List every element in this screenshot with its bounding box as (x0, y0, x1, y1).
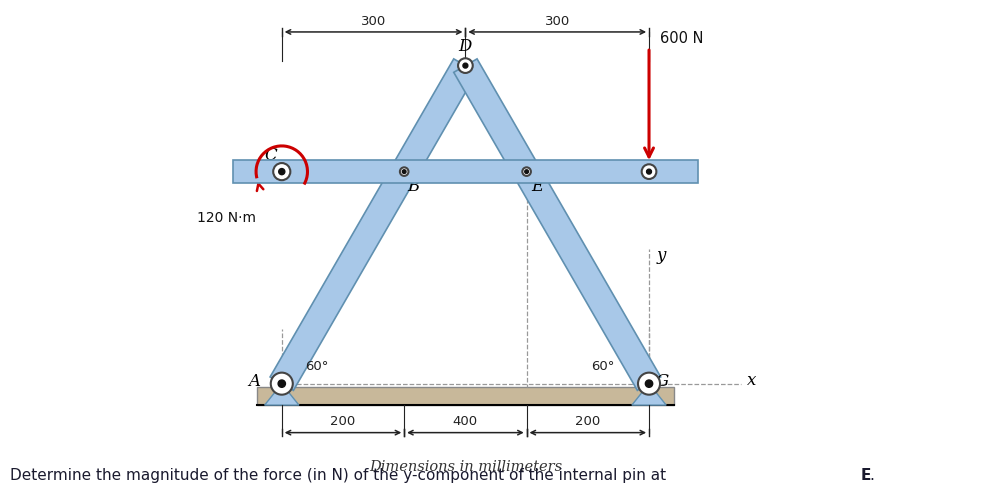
Circle shape (647, 169, 652, 174)
Text: 300: 300 (545, 14, 569, 27)
Text: 60°: 60° (591, 360, 614, 373)
Polygon shape (632, 383, 667, 405)
Bar (257, 387, 674, 405)
Circle shape (278, 380, 286, 387)
Circle shape (273, 163, 291, 180)
Polygon shape (265, 383, 299, 405)
Text: B: B (408, 178, 420, 195)
Circle shape (525, 170, 529, 173)
Circle shape (279, 168, 285, 175)
Polygon shape (453, 59, 661, 390)
Text: x: x (747, 372, 756, 389)
Text: E: E (861, 468, 871, 483)
Circle shape (642, 164, 657, 179)
Circle shape (638, 373, 660, 395)
Text: 200: 200 (330, 415, 355, 428)
Text: A: A (248, 373, 260, 390)
Text: 600 N: 600 N (660, 30, 703, 45)
Text: y: y (657, 248, 666, 264)
Text: 400: 400 (452, 415, 478, 428)
Circle shape (458, 58, 473, 73)
Circle shape (403, 170, 406, 173)
Polygon shape (233, 160, 698, 183)
Text: D: D (458, 37, 472, 55)
Text: G: G (655, 373, 669, 390)
Circle shape (523, 167, 531, 176)
Text: 200: 200 (575, 415, 600, 428)
Text: .: . (869, 468, 874, 483)
Text: C: C (264, 147, 277, 164)
Circle shape (400, 167, 409, 176)
Text: E: E (532, 178, 544, 195)
Text: 120 N·m: 120 N·m (197, 212, 256, 226)
Circle shape (463, 63, 468, 68)
Circle shape (271, 373, 293, 395)
Polygon shape (270, 59, 477, 390)
Text: F: F (655, 160, 667, 177)
Text: Determine the magnitude of the force (in N) of the y-component of the internal p: Determine the magnitude of the force (in… (10, 468, 671, 483)
Text: 300: 300 (361, 14, 386, 27)
Text: Dimensions in millimeters: Dimensions in millimeters (369, 460, 561, 474)
Circle shape (646, 380, 653, 387)
Text: 60°: 60° (305, 360, 328, 373)
